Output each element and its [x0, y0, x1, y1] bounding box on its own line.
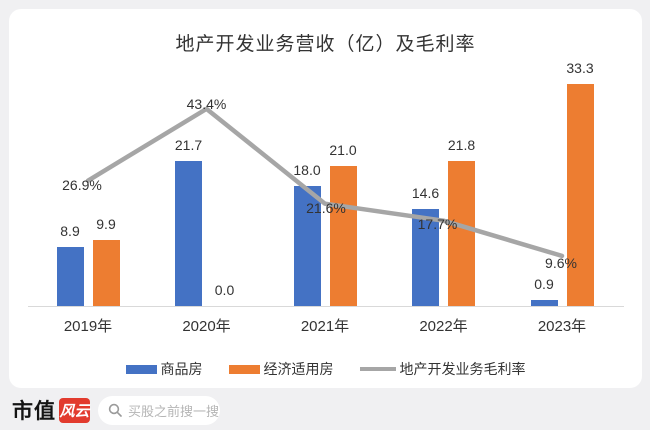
- bar-affordable-housing: [448, 161, 475, 306]
- bar-value-label: 14.6: [411, 185, 440, 201]
- legend-label: 经济适用房: [263, 361, 334, 377]
- legend-swatch-blue-bar: [125, 364, 157, 374]
- line-value-label: 43.4%: [186, 95, 227, 112]
- bar-value-label: 0.9: [534, 276, 554, 292]
- bar-value-label: 21.0: [329, 142, 357, 158]
- bar-value-label: 8.9: [60, 223, 80, 239]
- search-icon: [108, 403, 122, 417]
- line-value-label: 9.6%: [545, 254, 577, 271]
- bar-commodity-housing: [530, 300, 558, 306]
- search-placeholder: 买股之前搜一搜: [128, 403, 220, 419]
- footer-bar: 市值 风云 买股之前搜一搜: [0, 390, 650, 430]
- line-value-label: 21.6%: [306, 199, 346, 216]
- chart-title: 地产开发业务营收（亿）及毛利率: [175, 34, 476, 55]
- legend-item-affordable-housing: 经济适用房: [228, 359, 334, 379]
- x-axis-label: 2019年: [63, 318, 113, 335]
- bar-value-label: 9.9: [96, 216, 116, 232]
- search-bar[interactable]: 买股之前搜一搜: [98, 395, 220, 425]
- plot-area: 8.9 21.7 18.0 14.6 0.9 9.9 0.0 21.0 21.8 33.3 26.9…: [9, 9, 642, 388]
- bar-value-label: 21.7: [174, 137, 203, 153]
- legend-item-gross-margin: 地产开发业务毛利率: [359, 359, 526, 379]
- bar-commodity-housing: [56, 247, 84, 306]
- legend-swatch-gray-line: [359, 367, 396, 371]
- legend-label: 地产开发业务毛利率: [399, 361, 526, 377]
- bar-commodity-housing: [175, 161, 202, 306]
- brand-badge: 风云: [59, 397, 90, 423]
- bar-affordable-housing: [329, 166, 357, 306]
- brand-text: 市值: [12, 400, 56, 423]
- legend-item-commodity-housing: 商品房: [125, 359, 203, 379]
- bar-value-label: 21.8: [447, 137, 476, 153]
- legend-swatch-orange-bar: [228, 364, 260, 374]
- legend: 商品房 经济适用房 地产开发业务毛利率: [9, 358, 642, 380]
- legend-label: 商品房: [160, 361, 203, 377]
- bar-value-label: 18.0: [293, 162, 321, 178]
- line-value-label: 17.7%: [417, 215, 458, 232]
- bar-affordable-housing: [566, 84, 594, 306]
- bar-value-label: 33.3: [566, 60, 594, 76]
- line-value-label: 26.9%: [62, 176, 102, 193]
- brand-logo: 市值 风云: [12, 395, 90, 425]
- bar-affordable-housing: [92, 240, 120, 306]
- chart-card: 地产开发业务营收（亿）及毛利率 8.9 21.7 18.0 14.6 0.9 9.9 0.0…: [9, 9, 642, 388]
- x-axis-label: 2021年: [300, 318, 350, 335]
- x-axis-line: [28, 306, 624, 307]
- x-axis-label: 2023年: [537, 318, 587, 335]
- x-axis-label: 2022年: [419, 318, 468, 335]
- bar-value-label: 0.0: [214, 282, 235, 298]
- x-axis-label: 2020年: [182, 318, 231, 335]
